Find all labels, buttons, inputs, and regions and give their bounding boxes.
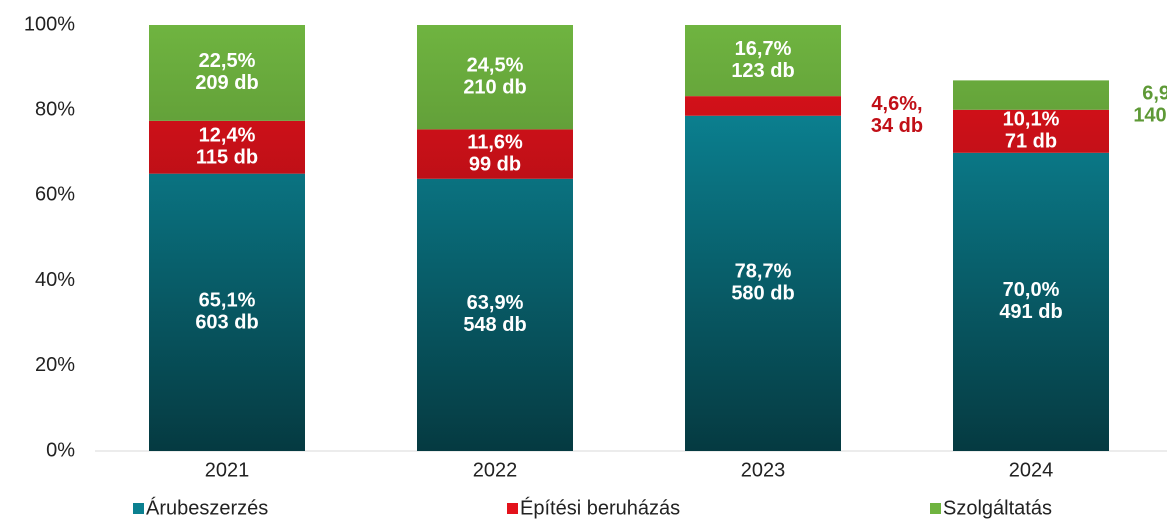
count-label: 99 db bbox=[469, 153, 521, 175]
legend-label: Szolgáltatás bbox=[943, 497, 1052, 519]
bar-segment bbox=[953, 152, 1109, 452]
count-label: 210 db bbox=[463, 76, 526, 98]
legend-label: Árubeszerzés bbox=[146, 496, 268, 519]
count-label: 34 db bbox=[871, 115, 923, 137]
count-label: 548 db bbox=[463, 314, 526, 336]
bar-segment bbox=[149, 120, 305, 174]
bar-segment bbox=[685, 115, 841, 451]
bar-segment bbox=[149, 25, 305, 121]
data-label: 16,7% bbox=[735, 38, 792, 60]
x-tick-label: 2023 bbox=[741, 459, 786, 481]
y-tick-label: 0% bbox=[46, 439, 75, 461]
legend-label: Építési beruházás bbox=[520, 496, 680, 519]
bar-segment bbox=[417, 178, 573, 451]
data-label: 63,9% bbox=[467, 292, 524, 314]
bar-segment bbox=[953, 80, 1109, 110]
bar-segment bbox=[953, 109, 1109, 153]
count-label: 209 db bbox=[195, 72, 258, 94]
data-label: 22,5% bbox=[199, 50, 256, 72]
count-label: 491 db bbox=[999, 301, 1062, 323]
y-tick-label: 100% bbox=[24, 13, 75, 35]
count-label: 580 db bbox=[731, 283, 794, 305]
data-label: 65,1% bbox=[199, 290, 256, 312]
y-tick-label: 60% bbox=[35, 184, 75, 206]
data-label: 11,6% bbox=[467, 131, 523, 153]
bar-segment bbox=[417, 129, 573, 179]
data-label: 4,6%, bbox=[871, 93, 922, 115]
x-tick-label: 2024 bbox=[1009, 459, 1054, 481]
data-label: 12,4% bbox=[199, 125, 256, 147]
count-label: 115 db bbox=[196, 147, 258, 169]
y-tick-label: 80% bbox=[35, 98, 75, 120]
bar-segment bbox=[417, 25, 573, 130]
x-tick-label: 2022 bbox=[473, 459, 518, 481]
data-label: 70,0% bbox=[1003, 279, 1060, 301]
count-label: 603 db bbox=[195, 312, 258, 334]
y-tick-label: 20% bbox=[35, 354, 75, 376]
bar-segment bbox=[685, 96, 841, 116]
count-label: 140 db bbox=[1133, 104, 1167, 126]
count-label: 71 db bbox=[1005, 131, 1057, 153]
y-tick-label: 40% bbox=[35, 269, 75, 291]
bar-segment bbox=[149, 173, 305, 451]
data-label: 78,7% bbox=[735, 261, 792, 283]
count-label: 123 db bbox=[731, 60, 794, 82]
legend-swatch bbox=[507, 503, 518, 514]
legend-swatch bbox=[930, 503, 941, 514]
data-label: 10,1% bbox=[1003, 109, 1060, 131]
legend-swatch bbox=[133, 503, 144, 514]
data-label: 6,9% bbox=[1142, 82, 1167, 104]
x-tick-label: 2021 bbox=[205, 459, 250, 481]
bar-segment bbox=[685, 25, 841, 97]
data-label: 24,5% bbox=[467, 54, 524, 76]
